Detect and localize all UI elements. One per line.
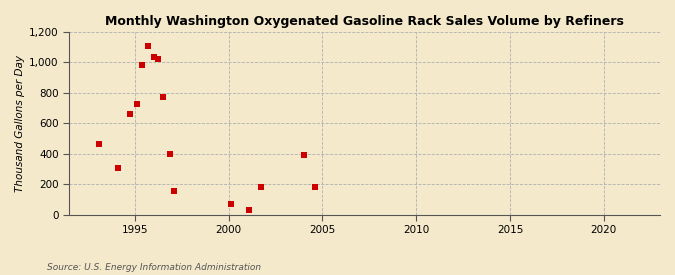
- Point: [298, 153, 309, 158]
- Point: [225, 202, 236, 206]
- Point: [164, 152, 175, 156]
- Point: [153, 57, 164, 62]
- Point: [157, 95, 168, 100]
- Point: [132, 101, 142, 106]
- Point: [244, 208, 254, 213]
- Text: Source: U.S. Energy Information Administration: Source: U.S. Energy Information Administ…: [47, 263, 261, 272]
- Point: [137, 62, 148, 67]
- Point: [256, 185, 267, 189]
- Y-axis label: Thousand Gallons per Day: Thousand Gallons per Day: [15, 55, 25, 192]
- Point: [94, 142, 105, 146]
- Point: [113, 166, 124, 170]
- Point: [142, 43, 153, 48]
- Point: [148, 55, 159, 59]
- Point: [125, 112, 136, 116]
- Point: [310, 185, 321, 189]
- Title: Monthly Washington Oxygenated Gasoline Rack Sales Volume by Refiners: Monthly Washington Oxygenated Gasoline R…: [105, 15, 624, 28]
- Point: [169, 189, 180, 193]
